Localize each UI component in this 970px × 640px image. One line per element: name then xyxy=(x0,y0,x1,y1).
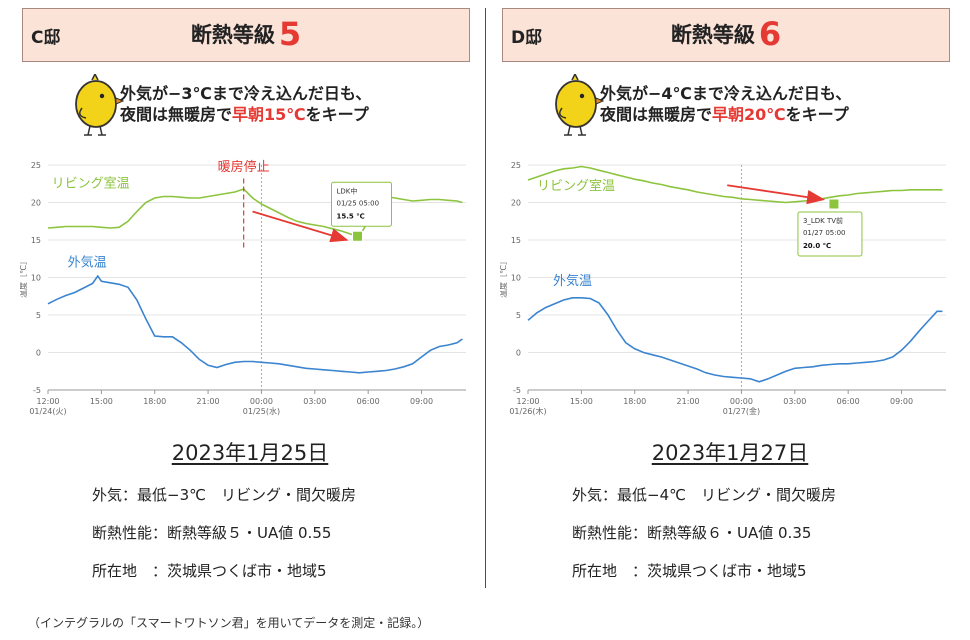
tooltip-box xyxy=(797,211,863,257)
measurement-date: 2023年1月27日 xyxy=(651,441,809,465)
info-insulation: 断熱性能：断熱等級６・UA値 0.35 xyxy=(572,524,812,542)
house-name: C邸 xyxy=(31,28,61,48)
y-tick-label: 0 xyxy=(36,349,41,358)
x-tick-label: 00:00 xyxy=(250,397,273,406)
house-name: D邸 xyxy=(511,28,543,48)
tooltip-marker xyxy=(351,230,363,242)
tooltip-sensor: LDK中 xyxy=(336,186,357,195)
tooltip-time: 01/27 05:00 xyxy=(803,229,846,237)
x-tick-label: 06:00 xyxy=(357,397,380,406)
y-tick-label: 5 xyxy=(516,311,521,320)
x-tick-label: 18:00 xyxy=(143,397,166,406)
panel-house-c: C邸 断熱等級 5 外気が−3℃まで冷え込んだ日も、 夜間は無暖房で早朝15℃をキ… xyxy=(20,0,480,600)
message-line-2: 夜間は無暖房で早朝20℃をキープ xyxy=(600,104,851,125)
tooltip-box xyxy=(330,181,392,227)
info-insulation: 断熱性能：断熱等級５・UA値 0.55 xyxy=(92,524,332,542)
series-line-living xyxy=(47,188,463,238)
y-tick-label: -5 xyxy=(513,386,521,395)
x-tick-label: 21:00 xyxy=(677,397,700,406)
series-line-outdoor xyxy=(527,297,943,383)
y-tick-label: 5 xyxy=(36,311,41,320)
x-tick-label: 15:00 xyxy=(90,397,113,406)
measurement-date: 2023年1月25日 xyxy=(171,441,329,465)
series-label-outdoor: 外気温 xyxy=(68,254,107,270)
info-outdoor: 外気：最低−3℃ リビング・間欠暖房 xyxy=(92,486,356,504)
info-outdoor: 外気：最低−4℃ リビング・間欠暖房 xyxy=(572,486,836,504)
y-tick-label: 25 xyxy=(511,161,521,170)
y-tick-label: 10 xyxy=(511,274,521,283)
y-tick-label: 20 xyxy=(511,199,521,208)
x-tick-label: 00:00 xyxy=(730,397,753,406)
y-tick-label: 25 xyxy=(31,161,41,170)
chick-mascot-icon xyxy=(75,74,124,136)
insulation-grade: 断熱等級 5 xyxy=(23,15,469,53)
message-post: をキープ xyxy=(305,105,369,124)
tooltip-value: 20.0 ℃ xyxy=(803,242,831,250)
message-highlight: 早朝15℃ xyxy=(232,105,306,124)
x-tick-date-label: 01/25(水) xyxy=(243,406,280,416)
y-tick-label: -5 xyxy=(33,386,41,395)
x-tick-label: 03:00 xyxy=(783,397,806,406)
grade-label: 断熱等級 xyxy=(190,23,275,47)
footnote: （インテグラルの「スマートワトソン君」を用いてデータを測定・記録。） xyxy=(28,616,430,630)
x-tick-label: 06:00 xyxy=(837,397,860,406)
message-post: をキープ xyxy=(785,105,849,124)
message-line-1: 外気が−3℃まで冷え込んだ日も、 xyxy=(120,84,372,103)
y-axis-label: 温度［℃］ xyxy=(20,257,28,298)
tooltip-sensor: 3_LDK TV前 xyxy=(803,216,843,225)
x-tick-label: 03:00 xyxy=(303,397,326,406)
insulation-grade: 断熱等級 6 xyxy=(503,15,949,53)
message-pre: 夜間は無暖房で xyxy=(600,105,713,124)
x-tick-label: 09:00 xyxy=(410,397,433,406)
grade-number: 5 xyxy=(278,15,302,53)
x-tick-date-label: 01/26(木) xyxy=(509,406,546,416)
x-tick-date-label: 01/27(金) xyxy=(723,406,760,416)
grade-number: 6 xyxy=(758,15,782,53)
y-tick-label: 15 xyxy=(31,236,41,245)
y-tick-label: 0 xyxy=(516,349,521,358)
panel-divider xyxy=(485,8,486,588)
x-tick-label: 18:00 xyxy=(623,397,646,406)
message: 外気が−3℃まで冷え込んだ日も、 夜間は無暖房で早朝15℃をキープ xyxy=(120,83,371,125)
grade-label: 断熱等級 xyxy=(670,23,755,47)
y-tick-label: 10 xyxy=(31,274,41,283)
y-axis-label: 温度［℃］ xyxy=(500,257,508,298)
info-location: 所在地 ：茨城県つくば市・地域5 xyxy=(92,562,327,580)
x-tick-label: 12:00 xyxy=(516,397,539,406)
chick-mascot-icon xyxy=(555,74,604,136)
tooltip-marker xyxy=(828,198,840,210)
message-line-2: 夜間は無暖房で早朝15℃をキープ xyxy=(120,104,371,125)
message-line-1: 外気が−4℃まで冷え込んだ日も、 xyxy=(600,84,852,103)
y-tick-label: 15 xyxy=(511,236,521,245)
y-tick-label: 20 xyxy=(31,199,41,208)
message-highlight: 早朝20℃ xyxy=(712,105,786,124)
message-pre: 夜間は無暖房で xyxy=(120,105,233,124)
info-location: 所在地 ：茨城県つくば市・地域5 xyxy=(572,562,807,580)
panel-house-d: D邸 断熱等級 6 外気が−4℃まで冷え込んだ日も、 夜間は無暖房で早朝20℃をキ… xyxy=(500,0,960,600)
x-tick-date-label: 01/24(火) xyxy=(29,407,66,416)
series-label-living: リビング室温 xyxy=(537,178,615,194)
message: 外気が−4℃まで冷え込んだ日も、 夜間は無暖房で早朝20℃をキープ xyxy=(600,83,851,125)
series-label-outdoor: 外気温 xyxy=(553,273,592,289)
x-tick-label: 12:00 xyxy=(36,397,59,406)
series-line-outdoor xyxy=(47,274,463,374)
panel-header: C邸 断熱等級 5 xyxy=(22,8,470,62)
x-tick-label: 09:00 xyxy=(890,397,913,406)
tooltip-value: 15.5 ℃ xyxy=(336,212,364,220)
series-line-living xyxy=(527,165,943,204)
x-tick-label: 21:00 xyxy=(197,397,220,406)
x-tick-label: 15:00 xyxy=(570,397,593,406)
tooltip-time: 01/25 05:00 xyxy=(336,199,379,207)
heating-stop-label: 暖房停止 xyxy=(218,159,270,175)
trend-arrow xyxy=(727,184,826,205)
panel-header: D邸 断熱等級 6 xyxy=(502,8,950,62)
trend-arrow xyxy=(252,210,349,243)
series-label-living: リビング室温 xyxy=(52,176,130,192)
